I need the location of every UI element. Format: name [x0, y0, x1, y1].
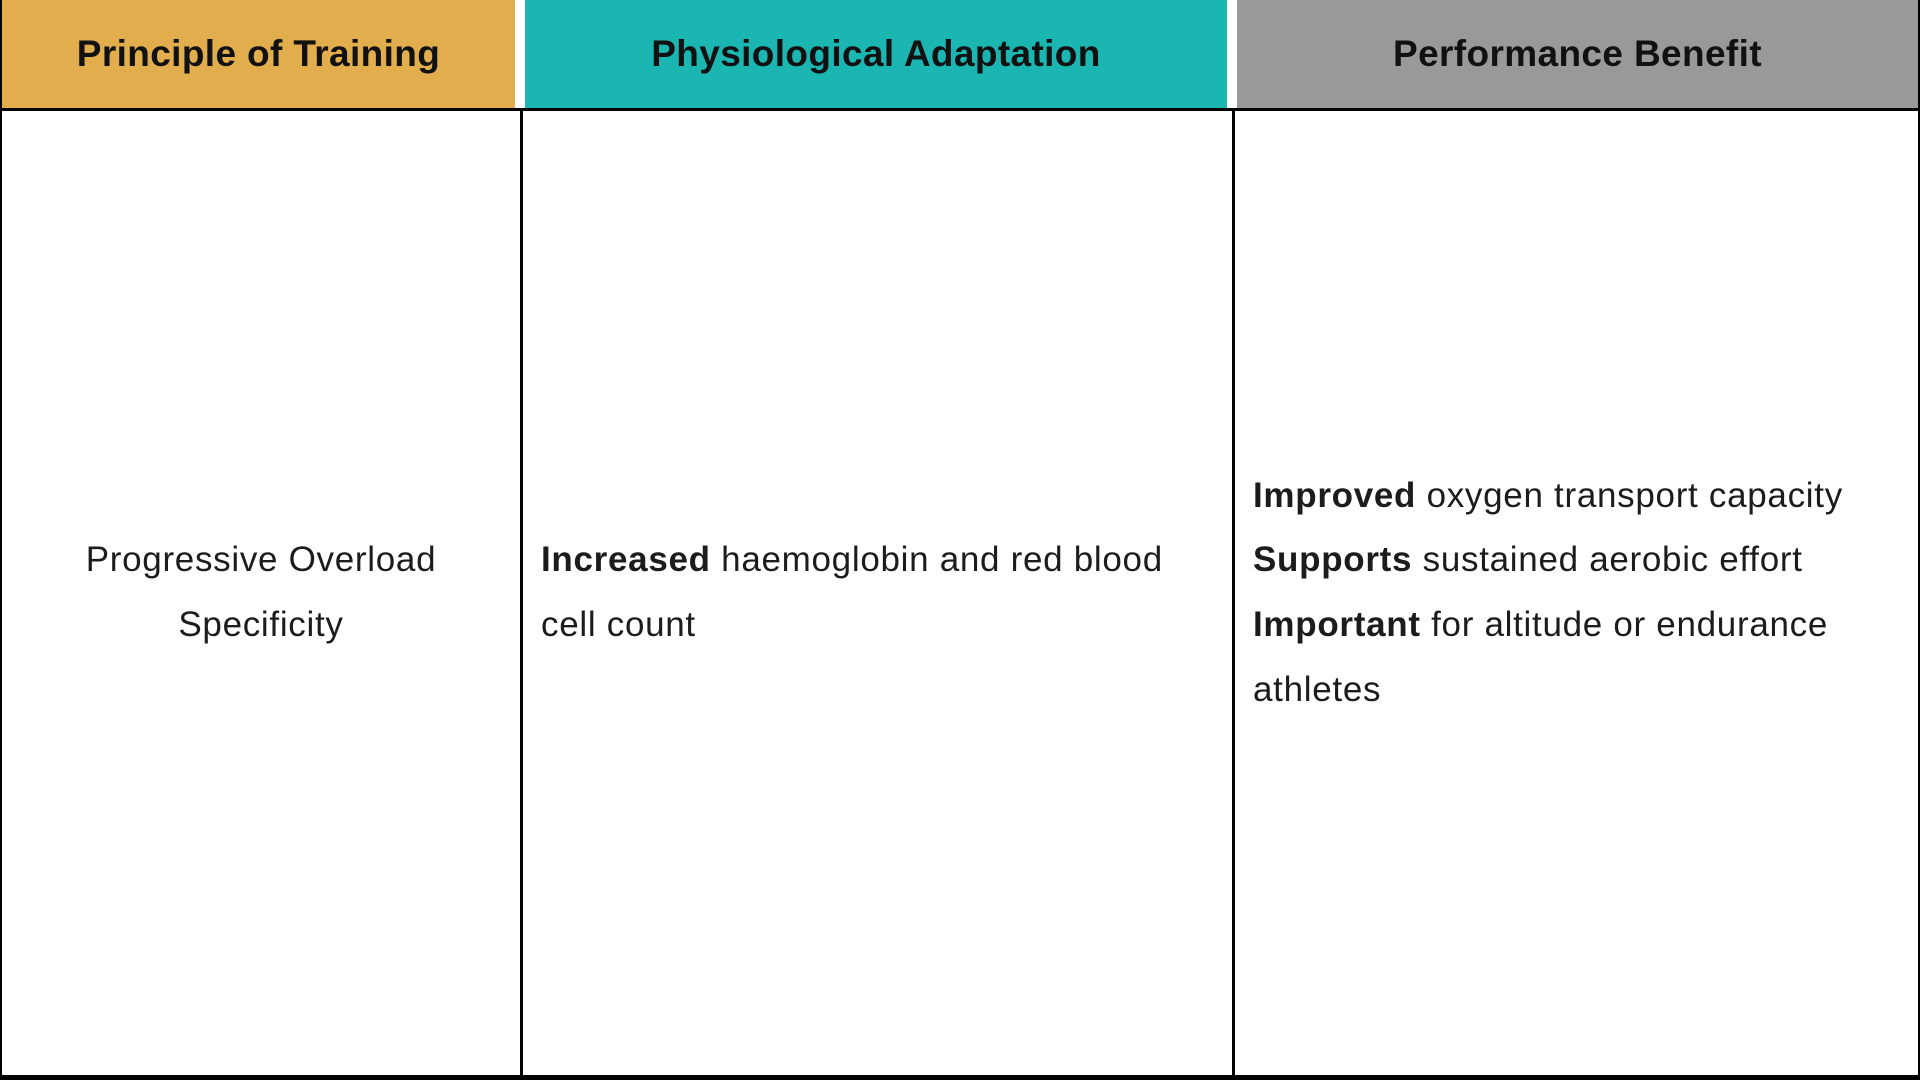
header-physiological-adaptation: Physiological Adaptation — [520, 0, 1232, 108]
benefit-3-rest: for altitude or endurance athletes — [1253, 605, 1829, 709]
benefit-1-bold-lead: Improved — [1253, 475, 1417, 515]
header-performance-benefit: Performance Benefit — [1232, 0, 1918, 108]
benefit-2-rest: sustained aerobic effort — [1412, 540, 1803, 580]
benefit-1-rest: oxygen transport capacity — [1416, 475, 1843, 515]
principle-line-1: Progressive Overload — [85, 540, 437, 580]
adaptation-rest: haemoglobin and red blood cell count — [541, 540, 1163, 644]
table-header-row: Principle of Training Physiological Adap… — [2, 0, 1918, 108]
cell-principle: Progressive Overload Specificity — [2, 108, 520, 1075]
cell-adaptation: Increased haemoglobin and red blood cell… — [520, 108, 1232, 1075]
principle-line-2: Specificity — [178, 605, 344, 644]
benefit-item: Improved oxygen transport capacity — [1253, 464, 1843, 529]
benefit-item: Supports sustained aerobic effort — [1253, 528, 1803, 593]
adaptation-bold-lead: Increased — [541, 540, 711, 580]
adaptation-text: Increased haemoglobin and red blood cell… — [541, 528, 1214, 658]
table-body-row: Progressive Overload Specificity Increas… — [2, 108, 1918, 1075]
cell-performance-benefit: Improved oxygen transport capacity Suppo… — [1232, 108, 1918, 1075]
benefit-item: Important for altitude or endurance athl… — [1253, 593, 1900, 723]
benefit-2-bold-lead: Supports — [1253, 540, 1413, 580]
header-principle-of-training: Principle of Training — [2, 0, 520, 108]
benefit-3-bold-lead: Important — [1253, 605, 1421, 644]
